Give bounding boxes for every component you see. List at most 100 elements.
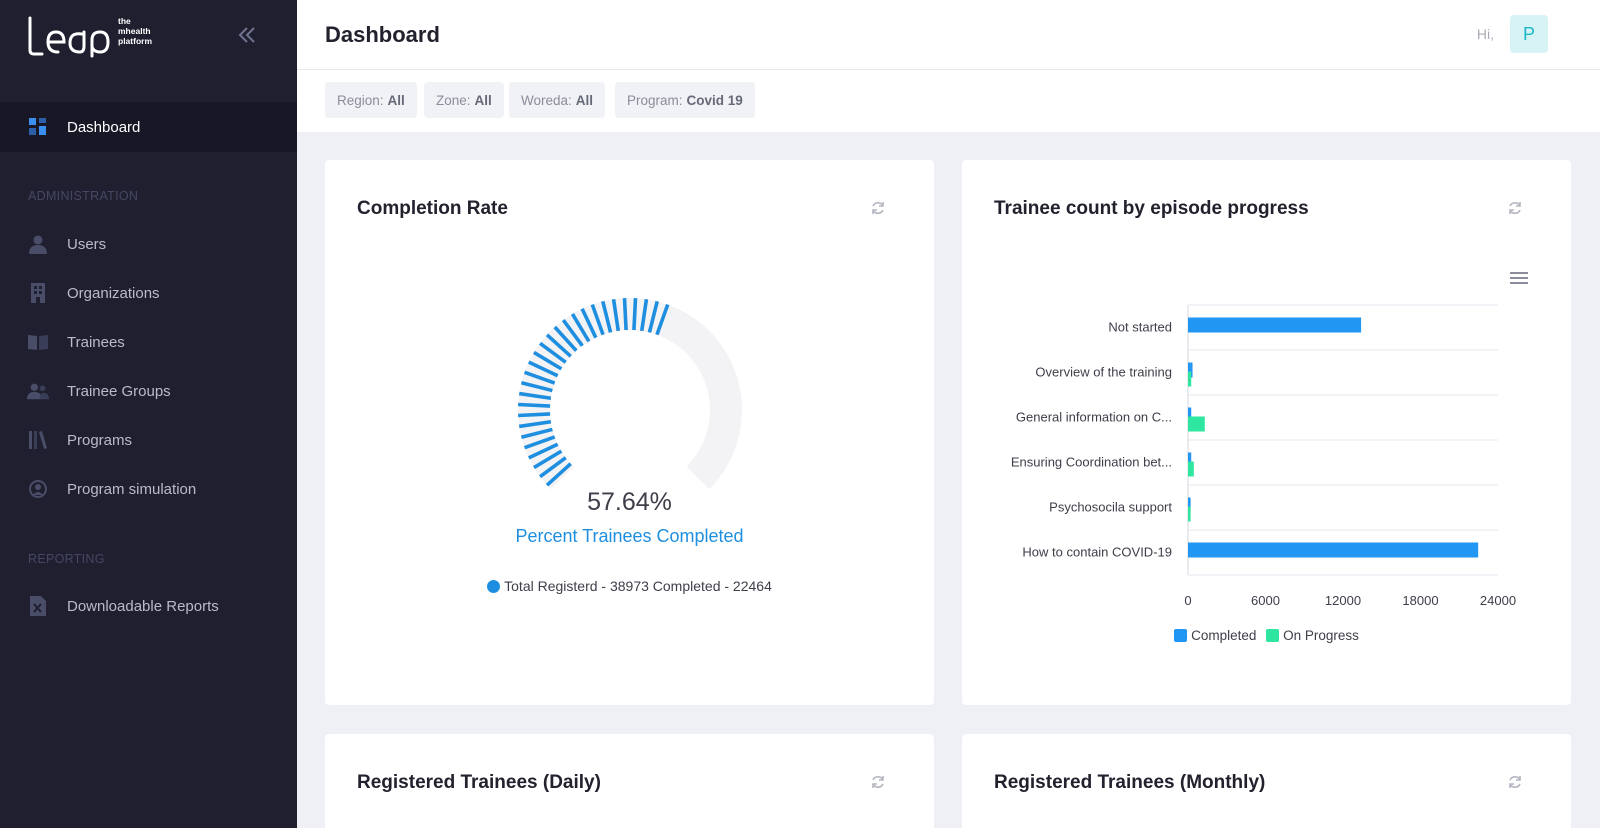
gauge-segment <box>538 341 567 364</box>
completion-percent-label: Percent Trainees Completed <box>515 526 744 546</box>
gauge-segment <box>518 391 552 401</box>
sidebar-item-users[interactable]: Users <box>0 222 297 266</box>
sidebar-item-label: Trainee Groups <box>67 382 171 400</box>
card-title: Trainee count by episode progress <box>994 198 1309 219</box>
filter-label: Region: <box>337 92 384 108</box>
gauge-segment <box>601 300 613 333</box>
bar-on-progress[interactable] <box>1188 371 1192 387</box>
y-tick-label: Not started <box>1108 320 1172 335</box>
bar-completed[interactable] <box>1188 497 1191 513</box>
y-tick-label: How to contain COVID-19 <box>1022 545 1172 560</box>
bar-completed[interactable] <box>1188 452 1192 468</box>
sidebar-item-label: Dashboard <box>67 118 141 136</box>
tagline-line-2: mhealth <box>118 26 151 36</box>
registered-monthly-card: Registered Trainees (Monthly) <box>962 734 1571 828</box>
gauge-segment <box>538 456 567 479</box>
filter-woreda[interactable]: Woreda: All <box>509 82 606 118</box>
filter-zone[interactable]: Zone: All <box>424 82 504 118</box>
filter-value: All <box>474 92 492 108</box>
sidebar-item-label: Trainees <box>67 333 125 351</box>
gauge-segment <box>518 419 552 429</box>
greeting-text: Hi, <box>1476 26 1494 42</box>
page-title: Dashboard <box>325 22 440 47</box>
gauge-segment <box>647 300 659 333</box>
sidebar-item-label: Programs <box>67 431 133 449</box>
avatar[interactable]: P <box>1510 15 1548 53</box>
x-tick-label: 24000 <box>1480 593 1516 608</box>
gauge-segment <box>518 412 551 418</box>
gauge-segment <box>518 402 551 408</box>
bar-on-progress[interactable] <box>1188 461 1194 477</box>
gauge-segment <box>545 462 572 487</box>
filter-region[interactable]: Region: All <box>325 82 417 118</box>
completion-rate-card: Completion Rate 57.64% Percent Trainees … <box>325 160 934 705</box>
card-title: Completion Rate <box>357 198 508 219</box>
sidebar-item-label: Downloadable Reports <box>67 597 219 615</box>
collapse-sidebar-icon[interactable] <box>236 24 258 46</box>
legend-dot <box>487 580 501 593</box>
card-title: Registered Trainees (Monthly) <box>994 772 1266 793</box>
sidebar-item-trainees[interactable]: Trainees <box>0 320 297 364</box>
nav-active-highlight <box>0 102 297 152</box>
sidebar-item-trainee-groups[interactable]: Trainee Groups <box>0 369 297 413</box>
gauge-segment <box>523 370 556 385</box>
sidebar-item-dashboard[interactable]: Dashboard <box>0 105 297 149</box>
x-tick-label: 12000 <box>1325 593 1361 608</box>
episode-bar-chart: Not started Overview of the training Gener… <box>1011 304 1516 608</box>
gauge-segment <box>523 435 556 450</box>
gauge-segment <box>545 333 572 358</box>
filter-program[interactable]: Program: Covid 19 <box>615 82 755 118</box>
chart-menu-icon[interactable] <box>1509 270 1529 286</box>
user-icon <box>27 233 49 255</box>
refresh-icon[interactable] <box>1507 200 1523 216</box>
refresh-icon[interactable] <box>870 774 886 790</box>
bar-completed[interactable] <box>1188 317 1362 333</box>
sidebar-item-programs[interactable]: Programs <box>0 418 297 462</box>
refresh-icon[interactable] <box>1507 774 1523 790</box>
bar-on-progress[interactable] <box>1188 416 1205 432</box>
y-tick-label: General information on C... <box>1016 410 1172 425</box>
registered-daily-card: Registered Trainees (Daily) <box>325 734 934 828</box>
section-administration: ADMINISTRATION <box>28 189 139 203</box>
simulation-icon <box>27 478 49 500</box>
legend-label: On Progress <box>1283 628 1359 643</box>
gauge-segment <box>622 298 628 331</box>
excel-file-icon <box>27 595 49 617</box>
top-header: Dashboard Hi, P <box>297 0 1600 70</box>
legend-label: Completed <box>1191 628 1257 643</box>
sidebar-item-label: Organizations <box>67 284 160 302</box>
gauge-segment <box>655 303 670 336</box>
bar-completed[interactable] <box>1188 407 1192 423</box>
legend-swatch <box>1266 629 1280 642</box>
filter-label: Zone: <box>436 92 471 108</box>
bar-on-progress[interactable] <box>1188 506 1191 522</box>
sidebar: the mhealth platform Dashboard ADMINISTR… <box>0 0 297 828</box>
refresh-icon[interactable] <box>870 200 886 216</box>
completion-percent: 57.64% <box>587 488 672 516</box>
sidebar-item-program-simulation[interactable]: Program simulation <box>0 467 297 511</box>
y-tick-label: Psychosocila support <box>1049 500 1172 515</box>
filter-value: All <box>387 92 405 108</box>
sidebar-item-downloadable-reports[interactable]: Downloadable Reports <box>0 584 297 628</box>
legend-item-completed[interactable]: Completed <box>1174 628 1256 643</box>
leap-logo[interactable]: the mhealth platform <box>26 14 166 58</box>
bar-completed[interactable] <box>1188 362 1193 378</box>
gauge-segment <box>553 325 578 352</box>
x-tick-label: 6000 <box>1251 593 1280 608</box>
building-icon <box>27 282 49 304</box>
sidebar-item-organizations[interactable]: Organizations <box>0 271 297 315</box>
gauge-segment <box>561 318 584 347</box>
legend-item-on-progress[interactable]: On Progress <box>1266 628 1359 643</box>
completion-gauge <box>518 298 742 490</box>
gauge-segment <box>520 381 553 393</box>
bar-completed[interactable] <box>1188 542 1479 558</box>
gauge-segment <box>533 449 563 470</box>
totals-text: Total Registerd - 38973 Completed - 2246… <box>504 578 772 594</box>
completion-totals: Total Registerd - 38973 Completed - 2246… <box>325 578 934 594</box>
gauge-segment <box>632 298 638 331</box>
library-icon <box>27 429 49 451</box>
filter-bar: Region: All Zone: All Woreda: All Program: C… <box>297 70 1600 132</box>
filter-label: Woreda: <box>521 92 572 108</box>
gauge-segment <box>590 303 605 336</box>
gauge-segment <box>520 427 553 439</box>
